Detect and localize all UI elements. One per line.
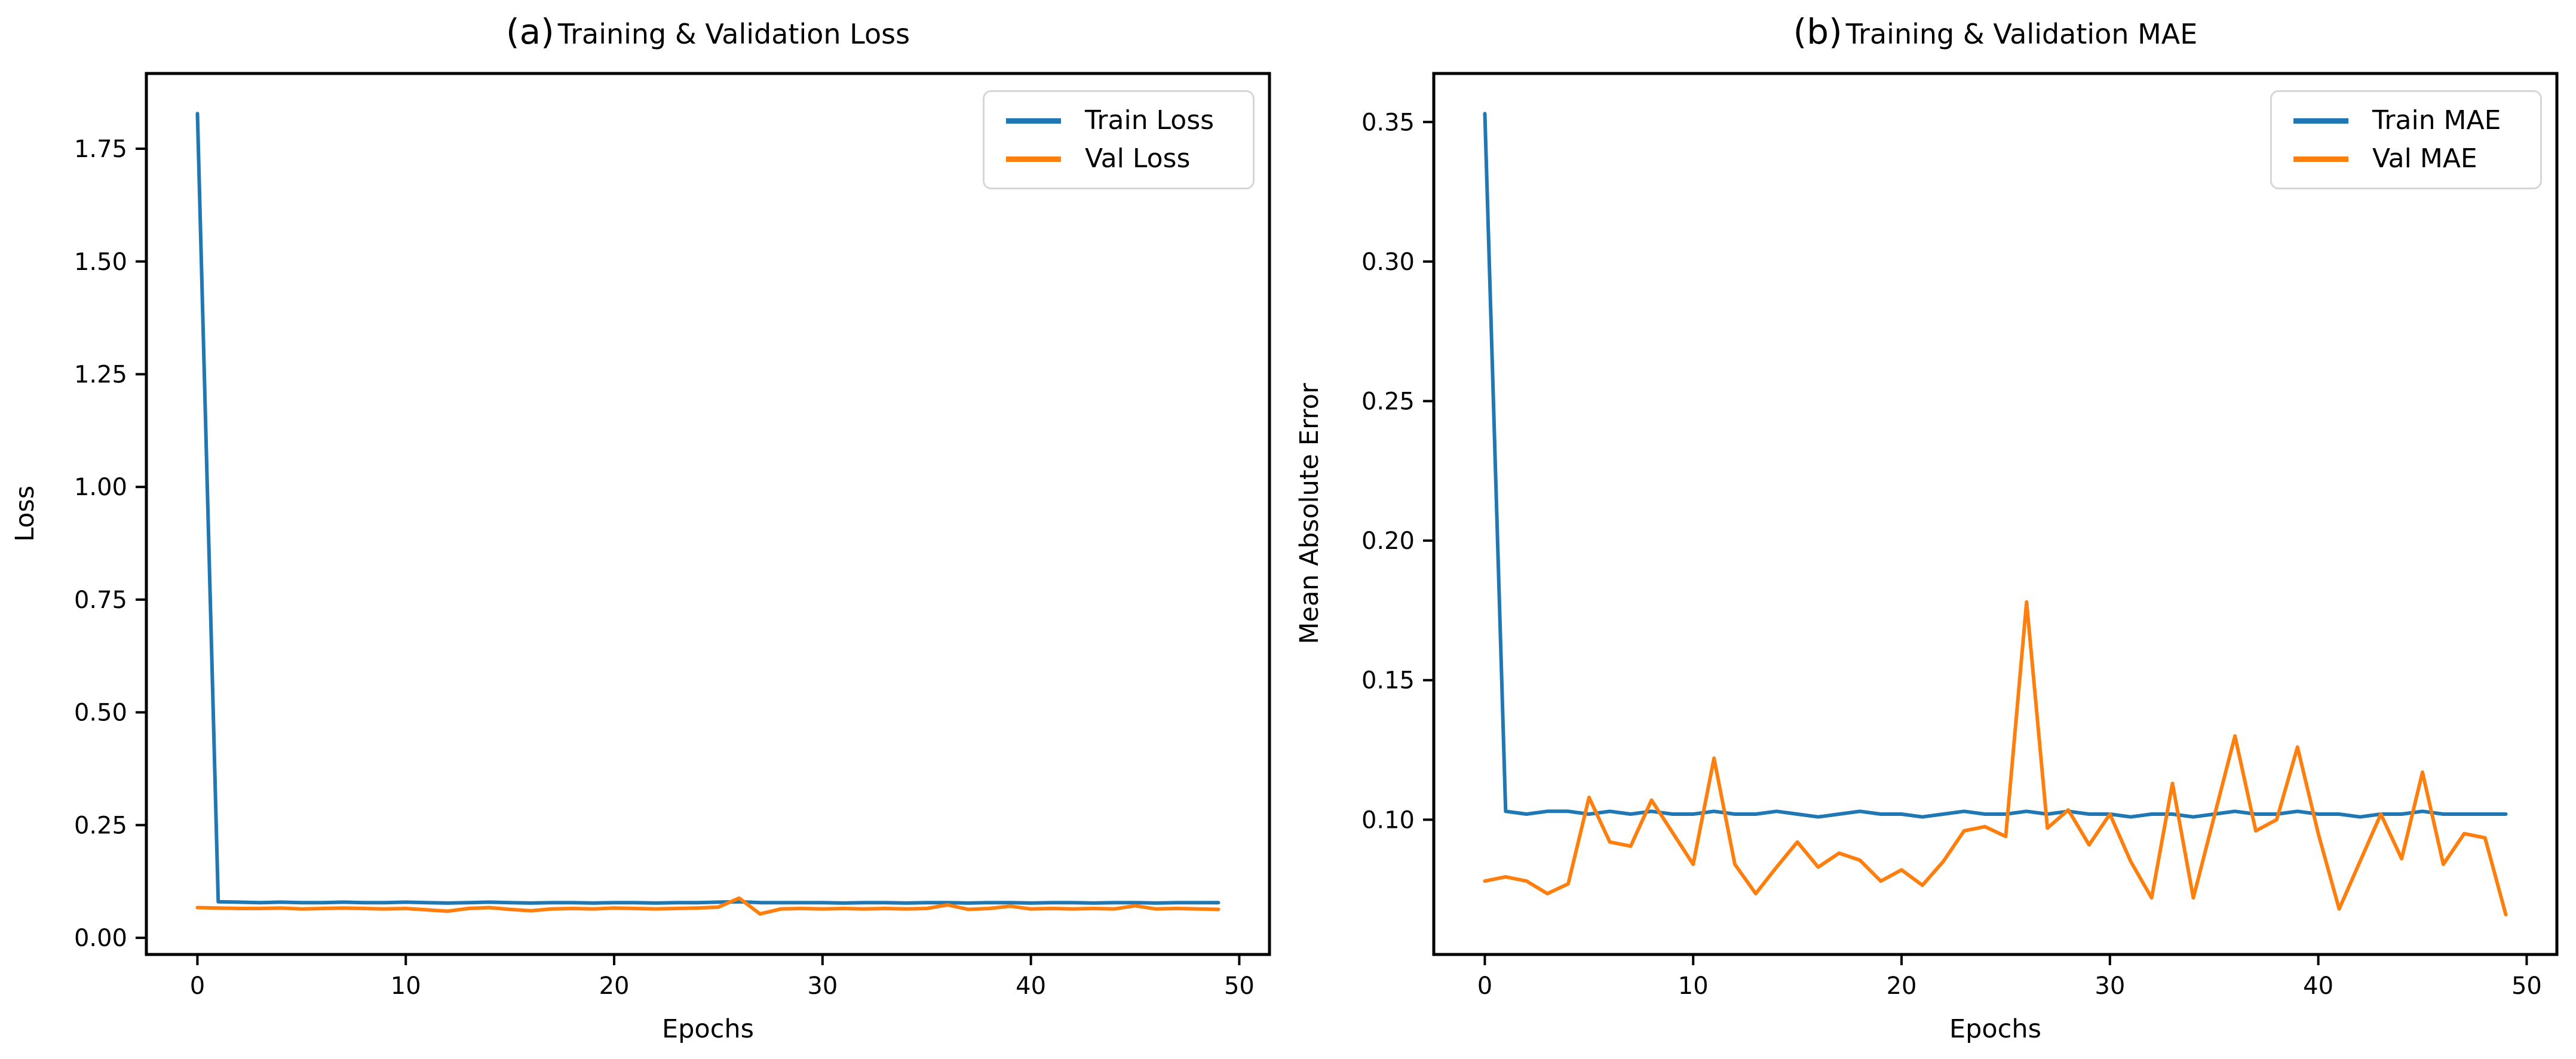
x-tick-label: 10 [1678, 972, 1709, 1000]
legend-label-val-loss: Val Loss [1085, 143, 1191, 174]
val-loss-line [195, 896, 1220, 916]
y-tick-label: 0.25 [1361, 388, 1415, 416]
y-tick-label: 1.00 [74, 474, 127, 501]
legend-loss: Train Loss Val Loss [983, 90, 1255, 189]
panel-b-title-text: Training & Validation MAE [1845, 18, 2198, 50]
y-tick-label: 0.50 [74, 699, 127, 727]
y-tick-label: 1.50 [74, 248, 127, 276]
legend-entry-val-loss: Val Loss [1006, 146, 1253, 172]
y-tick-label: 0.10 [1361, 806, 1415, 834]
y-tick-label: 0.00 [74, 925, 127, 952]
y-tick-label: 0.25 [74, 812, 127, 839]
mae-plot-area: 0 10 20 30 40 50 0.10 0.15 0.20 0.25 0.30 0.35 [1361, 72, 2559, 1000]
x-axis-label-epochs-b: Epochs [1949, 1014, 2042, 1044]
x-tick-label: 0 [1477, 972, 1492, 1000]
y-tick-label: 0.75 [74, 587, 127, 614]
x-tick-label: 40 [1016, 972, 1046, 1000]
x-tick-label: 0 [190, 972, 205, 1000]
x-tick-label: 50 [2511, 972, 2542, 1000]
axes-spines [1432, 72, 2559, 956]
x-tick-label: 20 [1887, 972, 1917, 1000]
x-tick-label: 30 [807, 972, 838, 1000]
train-mae-line-swatch [2293, 118, 2348, 124]
y-tick-label: 0.35 [1361, 109, 1415, 136]
legend-mae: Train MAE Val MAE [2270, 90, 2542, 189]
y-tick-label: 0.20 [1361, 527, 1415, 555]
x-tick-label: 40 [2303, 972, 2333, 1000]
legend-label-train-mae: Train MAE [2372, 105, 2501, 136]
panel-a-title: (a) Training & Validation Loss [146, 6, 1269, 60]
y-tick-label: 0.30 [1361, 248, 1415, 276]
x-tick-label: 10 [391, 972, 421, 1000]
x-tick-label: 50 [1224, 972, 1255, 1000]
y-tick-label: 1.25 [74, 361, 127, 388]
y-axis-label-mae: Mean Absolute Error [1295, 383, 1324, 644]
legend-label-train-loss: Train Loss [1085, 105, 1215, 136]
val-mae-line [1483, 600, 2508, 917]
y-tick-label: 1.75 [74, 136, 127, 163]
x-axis-label-epochs-a: Epochs [661, 1014, 755, 1044]
loss-plot-area: 0 10 20 30 40 50 0.00 0.25 0.50 0.75 1.00 1.25 1.50 1… [74, 72, 1271, 1000]
axes-spines [145, 72, 1271, 956]
train-loss-line-swatch [1006, 118, 1061, 124]
panel-a-letter: (a) [505, 11, 554, 52]
val-mae-line-swatch [2293, 156, 2348, 162]
legend-entry-train-mae: Train MAE [2293, 108, 2540, 134]
train-mae-line [1483, 112, 2508, 819]
panel-b-letter: (b) [1793, 11, 1842, 52]
y-axis-label-loss: Loss [10, 485, 40, 542]
val-loss-line-swatch [1006, 156, 1061, 162]
legend-entry-val-mae: Val MAE [2293, 146, 2540, 172]
train-loss-line [195, 112, 1220, 905]
legend-label-val-mae: Val MAE [2372, 143, 2477, 174]
x-tick-label: 30 [2094, 972, 2125, 1000]
panel-b-title: (b) Training & Validation MAE [1434, 6, 2557, 60]
legend-entry-train-loss: Train Loss [1006, 108, 1253, 134]
panel-a-title-text: Training & Validation Loss [557, 18, 910, 50]
y-tick-label: 0.15 [1361, 667, 1415, 695]
x-tick-label: 20 [599, 972, 630, 1000]
